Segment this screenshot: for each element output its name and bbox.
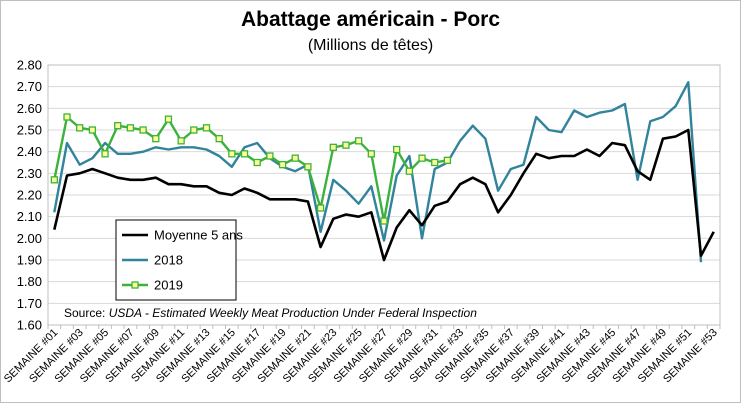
data-point — [291, 154, 299, 162]
data-point — [253, 158, 261, 167]
y-tick-label: 1.60 — [17, 318, 42, 333]
y-tick-label: 2.10 — [17, 209, 42, 224]
data-point — [266, 152, 274, 160]
data-point — [202, 124, 211, 132]
data-point — [101, 150, 109, 158]
y-tick-label: 2.50 — [17, 123, 42, 138]
data-point — [88, 126, 97, 134]
data-point — [50, 176, 58, 184]
source-label: Source: — [64, 306, 109, 320]
series-line-2 — [53, 115, 448, 223]
data-point — [380, 217, 388, 225]
data-point — [278, 161, 287, 169]
chart-subtitle: (Millions de têtes) — [307, 37, 434, 54]
y-tick-label: 2.30 — [17, 166, 42, 181]
data-point — [329, 143, 337, 151]
data-point — [240, 150, 249, 158]
legend-marker — [131, 281, 139, 289]
data-point — [164, 115, 173, 123]
y-tick-label: 2.60 — [17, 101, 42, 116]
data-point — [177, 137, 185, 145]
legend-label: Moyenne 5 ans — [154, 228, 243, 243]
y-tick-label: 1.90 — [17, 253, 42, 268]
data-point — [139, 126, 147, 134]
source-note: Source: USDA - Estimated Weekly Meat Pro… — [64, 306, 477, 320]
data-point — [393, 145, 401, 154]
data-point — [76, 124, 84, 132]
series-line-0 — [53, 128, 715, 262]
data-point — [152, 135, 160, 143]
data-point — [190, 126, 198, 134]
data-point — [228, 150, 236, 158]
y-tick-label: 1.70 — [17, 296, 42, 311]
y-tick-label: 2.00 — [17, 231, 42, 246]
data-point — [63, 113, 71, 121]
data-point — [126, 124, 135, 132]
y-tick-label: 2.70 — [17, 79, 42, 94]
series-line-1 — [53, 81, 703, 263]
data-point — [431, 158, 439, 167]
data-point — [316, 204, 325, 212]
data-point — [443, 156, 452, 164]
y-tick-label: 2.40 — [17, 144, 42, 159]
source-text: USDA - Estimated Weekly Meat Production … — [109, 306, 477, 320]
data-point — [215, 135, 223, 143]
data-point — [418, 154, 426, 162]
y-tick-label: 2.80 — [17, 58, 42, 73]
data-point — [304, 163, 312, 171]
y-tick-label: 2.20 — [17, 188, 42, 203]
data-point — [114, 122, 122, 130]
y-tick-label: 1.80 — [17, 274, 42, 289]
data-point — [342, 141, 350, 149]
data-point — [367, 150, 375, 158]
data-point — [405, 167, 414, 175]
chart-title: Abattage américain - Porc — [240, 8, 501, 31]
plot-area — [47, 64, 721, 326]
legend-label: 2018 — [154, 253, 183, 268]
data-point — [354, 137, 363, 145]
legend-label: 2019 — [154, 278, 183, 293]
